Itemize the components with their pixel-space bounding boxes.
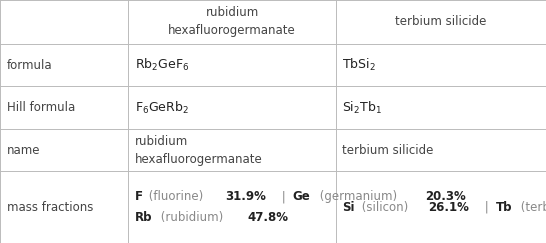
Text: F: F xyxy=(135,190,143,203)
Text: 47.8%: 47.8% xyxy=(248,211,289,224)
Text: (rubidium): (rubidium) xyxy=(157,211,228,224)
Text: Hill formula: Hill formula xyxy=(7,101,75,114)
Text: |: | xyxy=(278,190,289,203)
Text: $\mathregular{Si_2Tb_1}$: $\mathregular{Si_2Tb_1}$ xyxy=(342,99,382,116)
Text: (terbium): (terbium) xyxy=(517,201,546,214)
Text: terbium silicide: terbium silicide xyxy=(342,144,434,156)
Text: (germanium): (germanium) xyxy=(316,190,401,203)
Text: Ge: Ge xyxy=(293,190,311,203)
Text: formula: formula xyxy=(7,59,52,71)
Text: $\mathregular{Rb_2GeF_6}$: $\mathregular{Rb_2GeF_6}$ xyxy=(135,57,189,73)
Text: 26.1%: 26.1% xyxy=(428,201,469,214)
Text: (fluorine): (fluorine) xyxy=(145,190,207,203)
Text: rubidium
hexafluorogermanate: rubidium hexafluorogermanate xyxy=(168,6,296,37)
Text: name: name xyxy=(7,144,40,156)
Text: 20.3%: 20.3% xyxy=(425,190,466,203)
Text: $\mathregular{F_6GeRb_2}$: $\mathregular{F_6GeRb_2}$ xyxy=(135,99,189,116)
Text: Tb: Tb xyxy=(496,201,512,214)
Text: 31.9%: 31.9% xyxy=(225,190,266,203)
Text: rubidium
hexafluorogermanate: rubidium hexafluorogermanate xyxy=(135,135,263,165)
Text: (silicon): (silicon) xyxy=(359,201,412,214)
Text: $\mathregular{TbSi_2}$: $\mathregular{TbSi_2}$ xyxy=(342,57,376,73)
Text: terbium silicide: terbium silicide xyxy=(395,15,486,28)
Text: |: | xyxy=(481,201,492,214)
Text: Si: Si xyxy=(342,201,355,214)
Text: mass fractions: mass fractions xyxy=(7,201,93,214)
Text: Rb: Rb xyxy=(135,211,152,224)
